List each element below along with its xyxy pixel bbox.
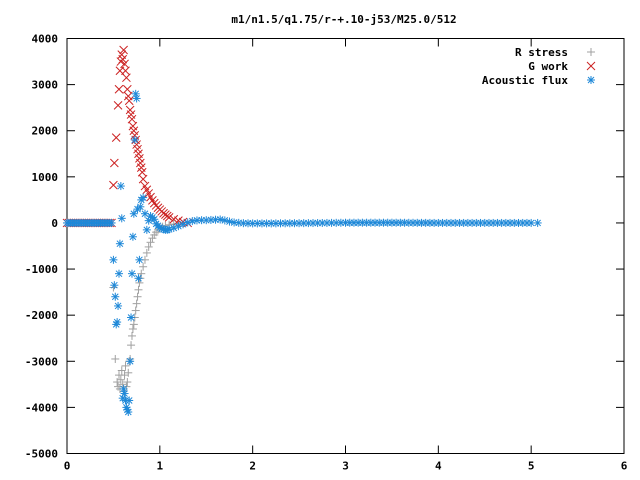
- data-point: [117, 366, 126, 375]
- data-point: [114, 84, 124, 94]
- y-tick-label: -1000: [25, 263, 58, 276]
- data-point: [146, 238, 155, 247]
- data-point: [127, 331, 136, 340]
- x-tick-label: 4: [435, 460, 442, 473]
- data-point: [134, 285, 143, 294]
- data-point: [148, 234, 157, 243]
- series-1: [109, 45, 193, 228]
- x-tick-label: 5: [528, 460, 535, 473]
- x-tick-label: 6: [621, 460, 628, 473]
- data-point: [109, 158, 119, 168]
- y-tick-label: -5000: [25, 448, 58, 461]
- y-tick-label: -2000: [25, 309, 58, 322]
- data-point: [120, 389, 129, 398]
- data-point: [115, 239, 124, 248]
- data-point: [116, 182, 125, 191]
- y-tick-label: 2000: [32, 125, 59, 138]
- data-point: [148, 195, 157, 205]
- data-point: [127, 341, 136, 350]
- y-tick-label: 3000: [32, 79, 59, 92]
- data-point: [533, 218, 542, 227]
- data-point: [144, 242, 153, 251]
- data-point: [244, 219, 253, 228]
- data-point: [192, 216, 201, 225]
- legend-marker: [587, 48, 595, 56]
- y-axis: 4000 3000 2000 1000 0 -1000 -2000 -3000 -4000 -50…: [25, 33, 624, 461]
- x-tick-label: 2: [249, 460, 256, 473]
- series-2: [109, 89, 542, 416]
- data-point: [124, 408, 133, 416]
- data-point: [126, 357, 135, 366]
- data-point: [117, 214, 126, 223]
- plot-area: [62, 45, 542, 416]
- data-point: [113, 101, 123, 110]
- data-point: [123, 378, 132, 387]
- data-point: [118, 54, 128, 64]
- data-point: [128, 232, 137, 241]
- data-point: [234, 218, 243, 227]
- chart-title: m1/n1.5/q1.75/r-+.10-j53/M25.0/512: [231, 13, 456, 26]
- y-tick-label: 4000: [32, 33, 59, 46]
- data-point: [124, 96, 134, 106]
- data-point: [124, 368, 133, 377]
- x-tick-label: 3: [342, 460, 349, 473]
- data-point: [129, 320, 138, 329]
- data-point: [116, 375, 125, 384]
- x-axis: 0 1 2 3 4 5 6: [64, 38, 628, 473]
- data-point: [127, 269, 136, 278]
- data-point: [130, 135, 139, 144]
- data-point: [164, 213, 174, 222]
- legend-marker: [587, 76, 595, 84]
- legend-marker: [586, 61, 596, 71]
- data-point: [133, 292, 142, 301]
- data-point: [109, 255, 118, 264]
- data-point: [129, 209, 138, 218]
- y-tick-label: 0: [51, 217, 58, 230]
- data-point: [139, 262, 148, 271]
- y-tick-label: -3000: [25, 355, 58, 368]
- data-point: [135, 278, 144, 287]
- data-point: [121, 361, 130, 370]
- data-point: [113, 318, 122, 327]
- x-tick-label: 0: [64, 460, 71, 473]
- legend-label: Acoustic flux: [482, 74, 568, 87]
- data-point: [127, 313, 136, 322]
- data-point: [132, 299, 141, 308]
- data-point: [136, 202, 145, 211]
- y-tick-label: 1000: [32, 171, 59, 184]
- data-point: [109, 180, 118, 190]
- data-point: [183, 218, 192, 227]
- legend-label: R stress: [515, 46, 568, 59]
- x-tick-label: 1: [157, 460, 164, 473]
- data-point: [135, 255, 144, 264]
- data-point: [111, 133, 121, 142]
- data-point: [131, 306, 140, 315]
- y-tick-label: -4000: [25, 401, 58, 414]
- data-point: [111, 292, 120, 301]
- data-point: [125, 396, 134, 405]
- data-point: [128, 325, 137, 333]
- data-point: [134, 274, 143, 283]
- data-point: [107, 218, 116, 227]
- data-point: [139, 193, 148, 202]
- data-point: [114, 269, 123, 278]
- series-2-lead: [63, 218, 116, 227]
- data-point: [119, 45, 128, 55]
- legend-label: G work: [528, 60, 568, 73]
- data-point: [110, 281, 119, 290]
- data-point: [114, 301, 123, 310]
- data-point: [111, 354, 120, 363]
- data-point: [132, 94, 141, 103]
- data-point: [122, 73, 131, 83]
- data-point: [142, 248, 151, 257]
- data-point: [137, 269, 146, 278]
- data-point: [142, 225, 151, 234]
- data-point: [138, 174, 148, 184]
